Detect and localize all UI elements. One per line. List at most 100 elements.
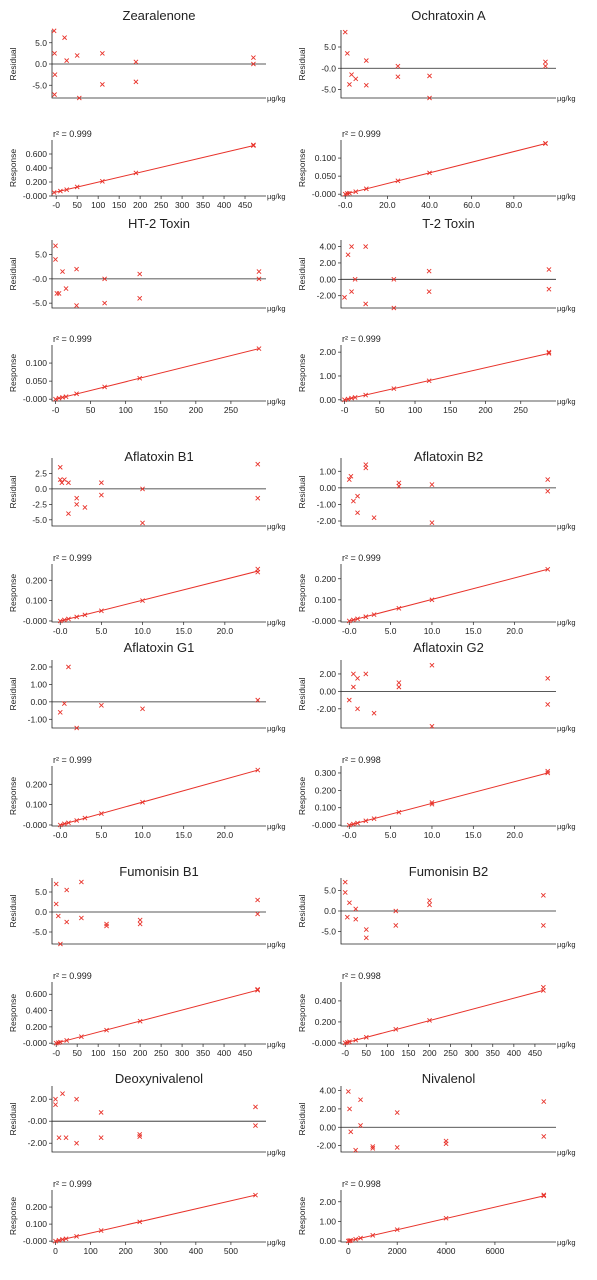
x-tick-label: -0.0	[338, 200, 353, 210]
y-axis-label: Response	[297, 149, 307, 188]
x-tick-label: 100	[91, 1048, 105, 1058]
data-point	[76, 95, 82, 101]
data-point	[545, 488, 551, 494]
y-axis-label: Residual	[297, 47, 307, 80]
y-axis-label: Residual	[8, 47, 18, 80]
data-point	[250, 61, 256, 67]
data-point	[53, 1096, 58, 1102]
data-point	[363, 244, 369, 249]
axis-lines	[51, 982, 266, 1045]
y-axis-label: Response	[8, 149, 18, 188]
calibration-plot-5: r² = 0.999 -0 50 100 150 200 250 0.100 0.050 -0.0…	[8, 334, 286, 415]
x-tick-label: 300	[175, 200, 189, 210]
x-tick-label: 10.0	[134, 830, 151, 840]
x-tick-label: 5.0	[385, 626, 397, 636]
data-point	[250, 143, 256, 149]
fit-line	[53, 145, 254, 193]
data-point	[133, 59, 139, 65]
y-tick-label: 0.0	[324, 906, 336, 916]
x-tick-label: 20.0	[506, 626, 523, 636]
x-tick-label: 100	[408, 405, 422, 415]
plot-title: Aflatoxin G1	[124, 640, 195, 655]
y-tick-label: 0.300	[315, 768, 337, 778]
x-tick-label: 200	[119, 1246, 133, 1256]
data-point	[396, 684, 402, 690]
y-tick-label: -2.00	[317, 516, 337, 526]
y-tick-label: 0.100	[315, 153, 337, 163]
data-point	[66, 664, 71, 670]
data-point	[346, 477, 352, 482]
x-tick-label: -0.0	[342, 830, 357, 840]
y-tick-label: -0.000	[312, 189, 336, 199]
y-tick-label: -5.0	[32, 515, 47, 525]
data-point	[371, 816, 377, 822]
data-point	[137, 1018, 143, 1024]
data-point	[137, 271, 143, 277]
data-point	[543, 140, 548, 146]
fit-line	[60, 769, 258, 826]
data-point	[82, 505, 88, 510]
x-tick-label: 20.0	[217, 626, 234, 636]
data-point	[371, 515, 377, 521]
residual-plot-2: Ochratoxin A 5.0 -0.0 -5.0 Residual µg/kg	[297, 8, 576, 103]
data-point	[137, 1219, 143, 1225]
data-point	[98, 608, 104, 614]
y-tick-label: 2.00	[319, 669, 336, 679]
axis-lines	[51, 458, 266, 527]
calibration-plot-17: r² = 0.999 -0 50 100 150 200 250 300 350 400 450 0.…	[8, 971, 286, 1058]
data-point	[345, 1089, 351, 1094]
data-point	[56, 1237, 62, 1243]
data-point	[104, 921, 109, 927]
r-squared-label: r² = 0.999	[53, 1179, 92, 1189]
x-unit-label: µg/kg	[267, 1148, 286, 1157]
data-point	[427, 73, 432, 79]
data-point	[426, 378, 432, 384]
residual-plot-16: Fumonisin B1 5.0 0.0 -5.0 Residual µg/kg	[8, 864, 286, 949]
data-point	[255, 986, 261, 992]
data-point	[355, 675, 360, 681]
data-point	[349, 395, 354, 401]
y-tick-label: 5.0	[324, 42, 336, 52]
data-point	[53, 243, 58, 249]
plot-title: Fumonisin B1	[119, 864, 198, 879]
plot-title: Fumonisin B2	[409, 864, 488, 879]
data-point	[53, 1102, 58, 1108]
y-axis-label: Residual	[297, 894, 307, 927]
axis-lines	[340, 564, 556, 623]
data-point	[396, 809, 402, 815]
data-point	[541, 1134, 547, 1139]
fit-line	[55, 1194, 256, 1242]
axis-lines	[51, 660, 266, 729]
x-tick-label: 200	[422, 1048, 436, 1058]
calibration-plot-21: r² = 0.999 0 100 200 300 400 500 0.200 0.100 -0.0…	[8, 1179, 286, 1256]
data-point	[350, 498, 356, 504]
data-point	[545, 768, 551, 774]
x-tick-label: 6000	[485, 1246, 504, 1256]
data-point	[98, 702, 104, 708]
data-point	[347, 1238, 352, 1244]
x-tick-label: 20.0	[217, 830, 234, 840]
data-point	[74, 725, 80, 731]
data-point	[353, 1037, 359, 1043]
fit-line	[60, 570, 258, 622]
data-point	[64, 919, 70, 925]
x-unit-label: µg/kg	[557, 94, 576, 103]
data-point	[256, 346, 262, 352]
y-tick-label: 0.00	[30, 697, 47, 707]
data-point	[55, 913, 61, 919]
data-point	[140, 486, 145, 492]
data-point	[255, 911, 261, 917]
data-point	[371, 710, 377, 716]
data-point	[57, 1039, 63, 1045]
data-point	[352, 276, 358, 282]
data-point	[370, 1145, 376, 1151]
fit-line	[349, 568, 548, 622]
y-tick-label: -5.0	[32, 80, 47, 90]
data-point	[61, 477, 67, 483]
y-axis-label: Residual	[8, 257, 18, 290]
x-unit-label: µg/kg	[267, 724, 286, 733]
data-point	[52, 50, 57, 56]
data-point	[52, 72, 58, 78]
x-tick-label: 50	[86, 405, 96, 415]
x-unit-label: µg/kg	[557, 618, 576, 627]
